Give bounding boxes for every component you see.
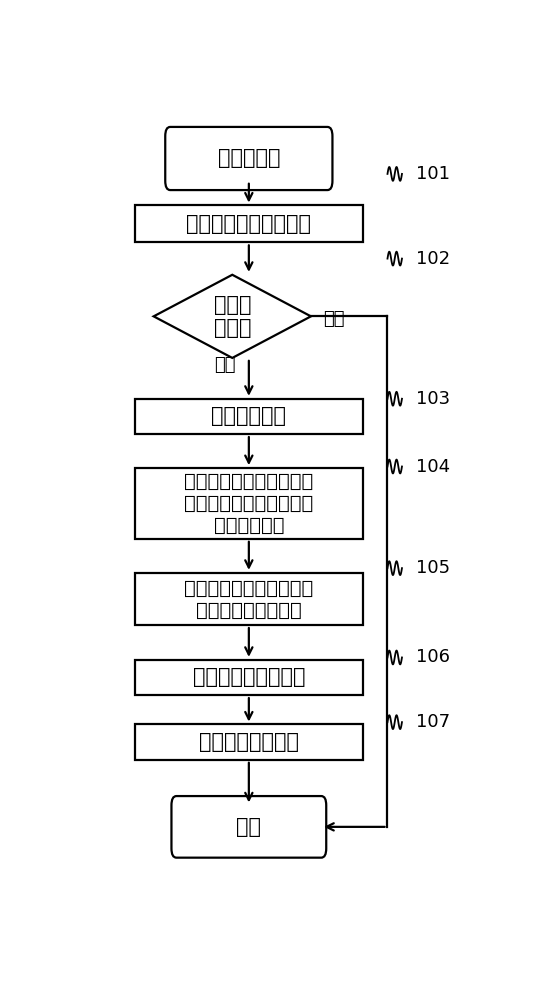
Text: 识别信号灯的形状: 识别信号灯的形状 [199, 732, 299, 752]
Text: 104: 104 [417, 458, 451, 476]
Text: 105: 105 [417, 559, 451, 577]
Bar [135, 724, 363, 760]
Text: 103: 103 [417, 390, 451, 408]
Text: 视频异
常诊断: 视频异 常诊断 [214, 295, 251, 338]
Text: 信号灯规则配置及定位: 信号灯规则配置及定位 [186, 214, 311, 234]
Text: 正常: 正常 [214, 356, 235, 374]
Text: 颜色空间分析: 颜色空间分析 [211, 406, 286, 426]
Text: 信号灯区域内红黄绿各灯
位置与其颜色检测，及信
号灯状态判断: 信号灯区域内红黄绿各灯 位置与其颜色检测，及信 号灯状态判断 [184, 472, 313, 535]
Bar [135, 573, 363, 625]
Text: 101: 101 [417, 165, 451, 183]
Text: 106: 106 [417, 648, 451, 666]
Bar [135, 205, 363, 242]
FancyBboxPatch shape [171, 796, 326, 858]
Text: 异常: 异常 [324, 310, 345, 328]
FancyBboxPatch shape [165, 127, 333, 190]
Text: 结束: 结束 [237, 817, 261, 837]
Polygon shape [154, 275, 311, 358]
Text: 视频帧输入: 视频帧输入 [217, 148, 280, 168]
Bar [135, 468, 363, 539]
Bar [135, 399, 363, 434]
Text: 102: 102 [417, 250, 451, 268]
Text: 107: 107 [417, 713, 451, 731]
Text: 异常色度的颜色校正: 异常色度的颜色校正 [193, 667, 305, 687]
Bar [135, 660, 363, 695]
Text: 信号灯区域内红、绿各灯
相关信息统计及校正: 信号灯区域内红、绿各灯 相关信息统计及校正 [184, 578, 313, 619]
